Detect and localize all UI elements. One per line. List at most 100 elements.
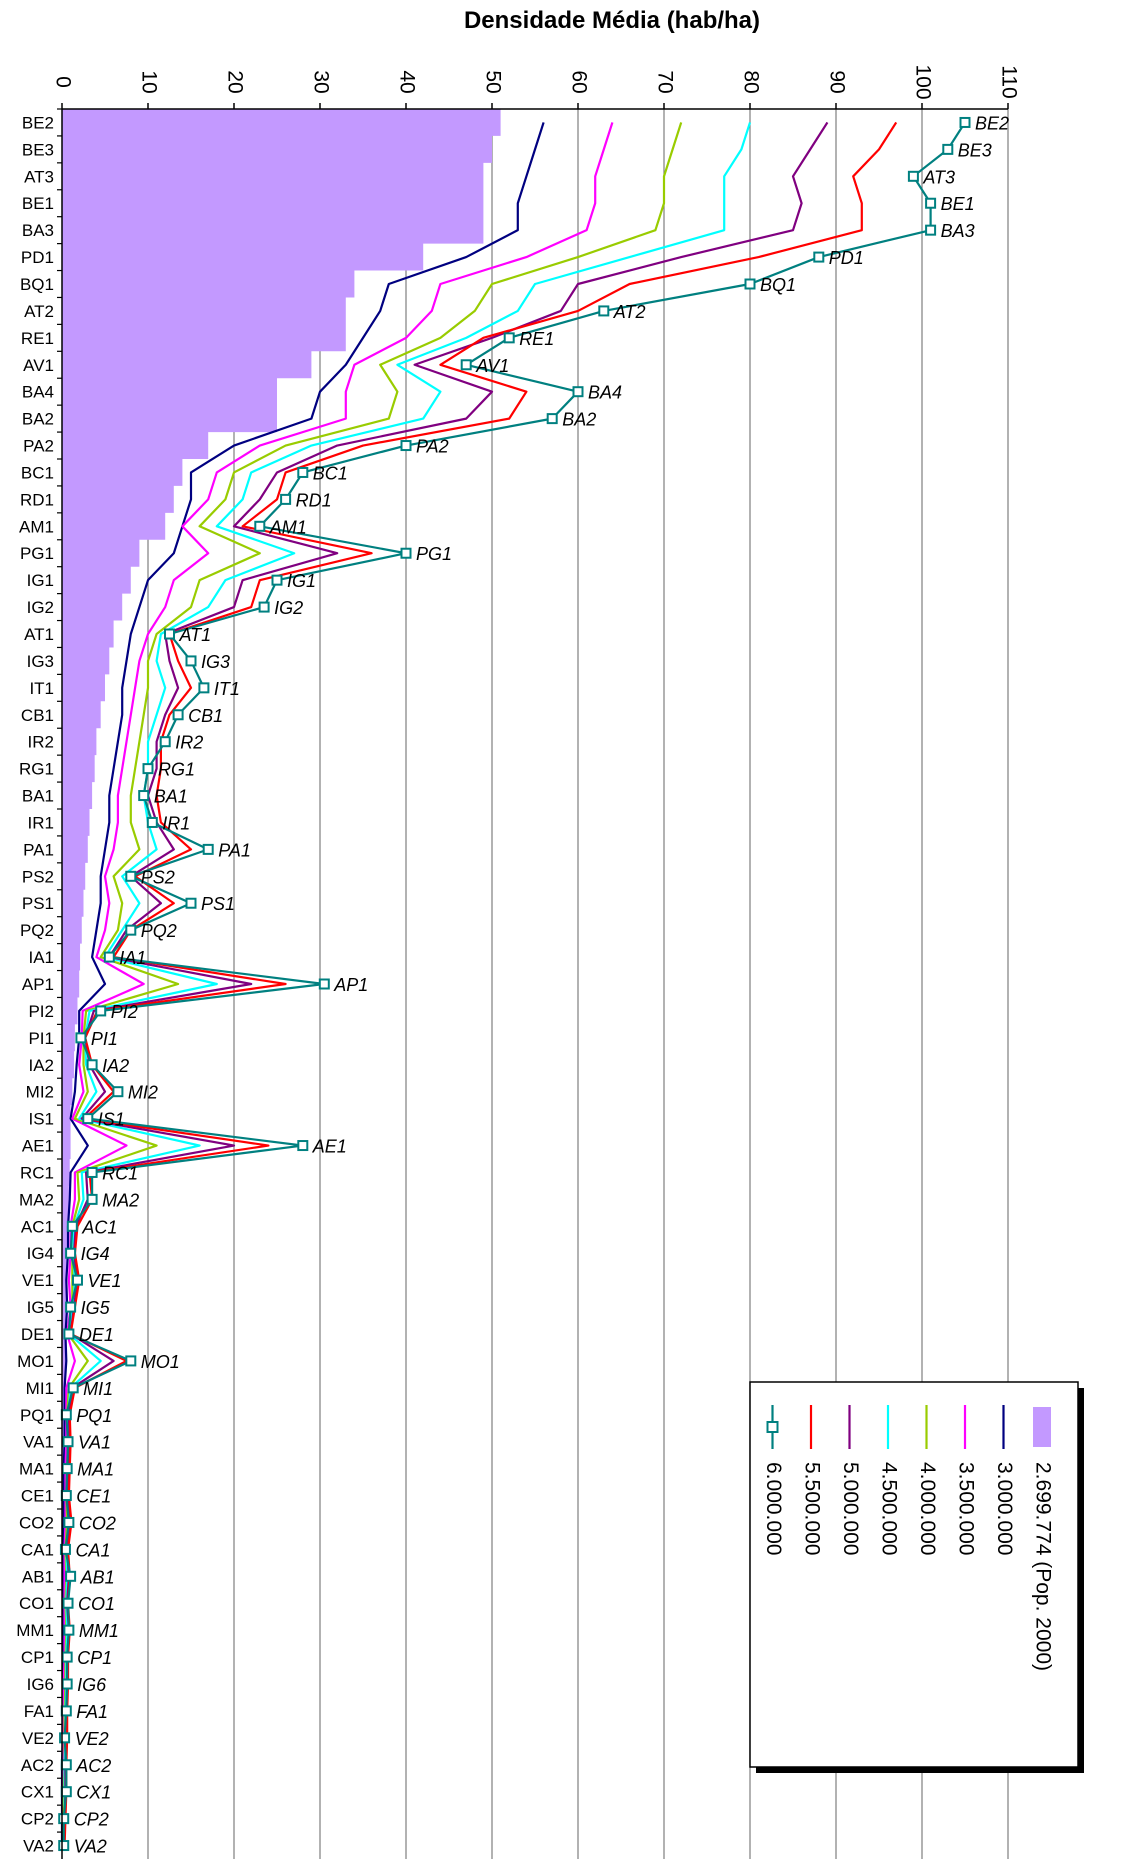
point-label-MO1: MO1 xyxy=(141,1352,180,1372)
category-label-CP2: CP2 xyxy=(21,1810,54,1829)
marker-RE1 xyxy=(503,332,515,344)
marker-AV1 xyxy=(460,359,472,371)
point-label-AC1: AC1 xyxy=(81,1217,117,1237)
marker-AC2 xyxy=(60,1759,72,1771)
point-label-IR2: IR2 xyxy=(175,733,203,753)
category-label-CB1: CB1 xyxy=(21,706,54,725)
marker-MI2 xyxy=(112,1086,124,1098)
point-label-AV1: AV1 xyxy=(475,356,509,376)
tick-label-80: 80 xyxy=(739,70,762,93)
marker-CP2 xyxy=(58,1813,70,1825)
point-label-VA2: VA2 xyxy=(74,1837,107,1857)
marker-PS1 xyxy=(185,897,197,909)
point-label-BC1: BC1 xyxy=(313,463,348,483)
axes xyxy=(57,103,1009,1859)
marker-BE2 xyxy=(959,116,971,128)
category-label-IA1: IA1 xyxy=(28,948,54,967)
series-line-6 xyxy=(63,121,898,1846)
point-label-BE1: BE1 xyxy=(941,194,975,214)
point-label-IG5: IG5 xyxy=(81,1298,111,1318)
category-label-PQ2: PQ2 xyxy=(20,921,54,940)
tick-label-60: 60 xyxy=(567,70,590,93)
point-label-AT3: AT3 xyxy=(922,167,955,187)
category-label-IG6: IG6 xyxy=(27,1675,54,1694)
marker-IG2 xyxy=(258,601,270,613)
category-label-AT2: AT2 xyxy=(24,302,54,321)
chart-title: Densidade Média (hab/ha) xyxy=(464,7,760,34)
marker-AP1 xyxy=(318,978,330,990)
point-label-AC2: AC2 xyxy=(75,1756,111,1776)
series-line-2 xyxy=(61,122,614,1846)
point-label-PG1: PG1 xyxy=(416,544,452,564)
area-series xyxy=(62,109,501,1859)
marker-PG1 xyxy=(400,547,412,559)
point-label-IG4: IG4 xyxy=(81,1244,110,1264)
category-label-DE1: DE1 xyxy=(21,1325,54,1344)
series-line-1 xyxy=(60,122,545,1846)
category-label-IG2: IG2 xyxy=(27,598,54,617)
legend-label-7: 6.000.000 xyxy=(762,1462,785,1555)
marker-BQ1 xyxy=(744,278,756,290)
category-label-AV1: AV1 xyxy=(23,356,54,375)
point-label-RC1: RC1 xyxy=(102,1163,138,1183)
point-label-IA1: IA1 xyxy=(119,948,146,968)
point-label-PS1: PS1 xyxy=(201,894,235,914)
category-label-BA4: BA4 xyxy=(22,383,54,402)
category-label-AT3: AT3 xyxy=(24,167,54,186)
marker-MI1 xyxy=(67,1382,79,1394)
marker-AC1 xyxy=(66,1220,78,1232)
marker-IS1 xyxy=(82,1113,94,1125)
marker-IR2 xyxy=(159,736,171,748)
category-label-PQ1: PQ1 xyxy=(20,1406,54,1425)
point-label-MA2: MA2 xyxy=(102,1190,139,1210)
marker-AT1 xyxy=(164,628,175,640)
category-label-BA3: BA3 xyxy=(22,221,54,240)
point-label-PA1: PA1 xyxy=(218,840,251,860)
category-label-BE3: BE3 xyxy=(22,140,54,159)
marker-AT2 xyxy=(598,305,610,317)
point-label-CX1: CX1 xyxy=(76,1783,111,1803)
point-label-BQ1: BQ1 xyxy=(760,275,796,295)
category-label-IG1: IG1 xyxy=(27,571,54,590)
point-label-IG1: IG1 xyxy=(287,571,316,591)
marker-CO2 xyxy=(63,1516,75,1528)
point-label-PI1: PI1 xyxy=(91,1029,118,1049)
line-series xyxy=(58,116,971,1852)
category-label-CO2: CO2 xyxy=(19,1513,54,1532)
marker-BA2 xyxy=(546,413,558,425)
marker-AE1 xyxy=(297,1140,309,1152)
point-label-IG6: IG6 xyxy=(77,1675,107,1695)
category-label-RD1: RD1 xyxy=(20,490,54,509)
marker-IG1 xyxy=(271,574,283,586)
marker-RG1 xyxy=(142,763,154,775)
tick-label-0: 0 xyxy=(51,76,74,88)
category-label-FA1: FA1 xyxy=(24,1702,54,1721)
marker-MM1 xyxy=(63,1624,75,1636)
legend-box xyxy=(749,1381,1079,1768)
category-label-AC1: AC1 xyxy=(21,1217,54,1236)
marker-IT1 xyxy=(198,682,210,694)
marker-RD1 xyxy=(280,493,292,505)
marker-VA2 xyxy=(58,1840,70,1852)
point-label-PQ2: PQ2 xyxy=(141,921,177,941)
marker-MO1 xyxy=(125,1355,137,1367)
marker-FA1 xyxy=(60,1705,72,1717)
tick-label-110: 110 xyxy=(997,65,1020,98)
category-label-CP1: CP1 xyxy=(21,1648,54,1667)
category-label-CO1: CO1 xyxy=(19,1594,54,1613)
category-label-BQ1: BQ1 xyxy=(20,275,54,294)
point-label-IR1: IR1 xyxy=(162,813,190,833)
category-label-MI1: MI1 xyxy=(26,1379,54,1398)
tick-label-10: 10 xyxy=(137,70,160,93)
point-label-CO1: CO1 xyxy=(78,1594,115,1614)
point-label-RE1: RE1 xyxy=(519,329,554,349)
marker-IA2 xyxy=(86,1059,98,1071)
point-label-IS1: IS1 xyxy=(98,1110,125,1130)
category-label-BC1: BC1 xyxy=(21,463,54,482)
category-label-IG5: IG5 xyxy=(27,1298,54,1317)
marker-BA1 xyxy=(138,790,150,802)
tick-label-50: 50 xyxy=(481,70,504,93)
category-label-BE2: BE2 xyxy=(22,113,54,132)
